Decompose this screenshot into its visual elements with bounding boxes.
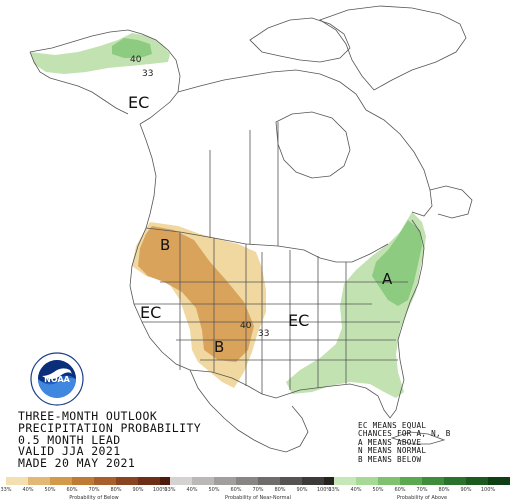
legend-above-swatch <box>422 477 444 485</box>
legend-below-swatch <box>94 477 116 485</box>
title-line-5: MADE 20 MAY 2021 <box>18 456 136 471</box>
legend-below-tick: 80% <box>110 487 122 493</box>
west-below-area <box>132 222 266 388</box>
legend-normal-swatch <box>192 477 214 485</box>
probability-legend: 33% 40% 50% 60% 70% 80% 90% 100% Probability of … <box>0 477 512 503</box>
geographic-outlines <box>29 5 473 453</box>
label-b-southwest: B <box>214 338 224 356</box>
legend-below-tick: 90% <box>132 487 144 493</box>
label-b-northwest: B <box>160 236 170 254</box>
legend-normal-tick: 70% <box>252 487 264 493</box>
legend-normal-swatch <box>280 477 302 485</box>
legend-normal-tick: 50% <box>208 487 220 493</box>
legend-near-normal: 33% 40% 50% 60% 70% 80% 90% 100% Probability of … <box>164 477 346 501</box>
label-a-east: A <box>382 270 393 288</box>
legend-below-swatch <box>50 477 72 485</box>
note-line-5: B MEANS BELOW <box>358 454 422 464</box>
legend-above-swatches <box>334 477 510 485</box>
legend-normal-tick: 33% <box>164 487 176 493</box>
legend-below-tick: 40% <box>22 487 34 493</box>
legend-above-tick: 80% <box>438 487 450 493</box>
note-line-4: N MEANS NORMAL <box>358 446 427 456</box>
legend-normal-caption: Probability of Near-Normal <box>225 495 291 501</box>
legend-below-caption: Probability of Below <box>69 495 119 501</box>
legend-below-swatch <box>116 477 138 485</box>
legend-above-tick: 40% <box>350 487 362 493</box>
legend-below-tick: 70% <box>88 487 100 493</box>
legend-normal-tick: 100% <box>316 487 332 493</box>
legend-normal-tick: 60% <box>230 487 242 493</box>
legend-normal-swatch <box>302 477 324 485</box>
note-line-3: A MEANS ABOVE <box>358 437 422 447</box>
legend-above-tick: 70% <box>416 487 428 493</box>
legend-above-tick: 60% <box>394 487 406 493</box>
legend-above-caption: Probability of Above <box>396 495 448 501</box>
legend-below-swatch <box>72 477 94 485</box>
legend-below-swatch <box>138 477 160 485</box>
note-line-1: EC MEANS EQUAL <box>358 421 427 430</box>
title-line-3: 0.5 MONTH LEAD <box>18 432 121 447</box>
legend-normal-tick: 80% <box>274 487 286 493</box>
legend-above-tick: 33% <box>328 487 340 493</box>
legend-above-tick: 100% <box>480 487 496 493</box>
legend-normal-tick: 90% <box>296 487 308 493</box>
noaa-logo: NOAA <box>30 352 84 406</box>
title-line-4: VALID JJA 2021 <box>18 444 121 459</box>
label-ec-central: EC <box>288 311 309 330</box>
legend-above-swatch <box>444 477 466 485</box>
legend-normal-swatch <box>214 477 236 485</box>
title-line-1: THREE-MONTH OUTLOOK <box>18 409 158 423</box>
legend-above-swatch <box>378 477 400 485</box>
title-line-2: PRECIPITATION PROBABILITY <box>18 420 202 435</box>
label-ec-west: EC <box>140 303 161 322</box>
legend-above-swatch <box>400 477 422 485</box>
contour-southwest-40: 40 <box>240 321 252 331</box>
legend-normal-swatch <box>258 477 280 485</box>
legend-below: 33% 40% 50% 60% 70% 80% 90% 100% Probability of … <box>0 477 182 501</box>
legend-below-tick: 50% <box>44 487 56 493</box>
legend-normal-swatch <box>236 477 258 485</box>
outlook-title: THREE-MONTH OUTLOOK PRECIPITATION PROBABI… <box>18 409 202 471</box>
legend-above-swatch <box>334 477 356 485</box>
contour-southwest-33: 33 <box>258 329 269 339</box>
alaska-above-area <box>30 33 170 74</box>
legend-normal-swatches <box>170 477 346 485</box>
legend-above-swatch <box>356 477 378 485</box>
legend-above-swatch <box>488 477 510 485</box>
label-ec-alaska: EC <box>128 93 149 112</box>
legend-below-swatch <box>6 477 28 485</box>
east-above-area <box>286 212 426 398</box>
legend-below-swatch <box>28 477 50 485</box>
legend-below-tick: 60% <box>66 487 78 493</box>
legend-below-swatches <box>6 477 182 485</box>
note-line-2: CHANCES FOR A, N, B <box>358 429 451 439</box>
legend-below-tick: 100% <box>152 487 168 493</box>
legend-above-tick: 90% <box>460 487 472 493</box>
noaa-logo-text: NOAA <box>44 375 70 384</box>
legend-above: 33% 40% 50% 60% 70% 80% 90% 100% Probability of … <box>328 477 510 501</box>
legend-above-swatch <box>466 477 488 485</box>
legend-normal-tick: 40% <box>186 487 198 493</box>
contour-alaska-33: 33 <box>142 69 153 79</box>
legend-normal-swatch <box>170 477 192 485</box>
contour-alaska-40: 40 <box>130 55 142 65</box>
legend-above-tick: 50% <box>372 487 384 493</box>
legend-below-tick: 33% <box>0 487 12 493</box>
